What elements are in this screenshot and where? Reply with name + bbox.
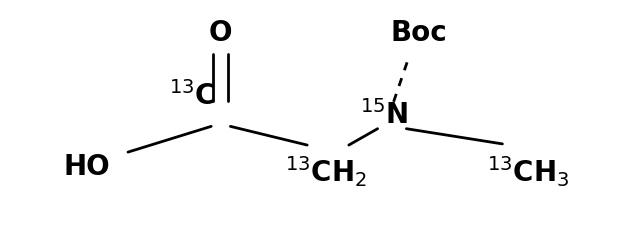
Text: $^{13}$CH$_2$: $^{13}$CH$_2$: [285, 155, 367, 189]
Text: $^{13}$C: $^{13}$C: [169, 81, 215, 111]
Text: Boc: Boc: [391, 19, 447, 47]
Text: $^{13}$CH$_3$: $^{13}$CH$_3$: [487, 155, 569, 189]
Text: HO: HO: [63, 153, 109, 181]
Text: $^{15}$N: $^{15}$N: [360, 100, 408, 130]
Text: O: O: [209, 19, 232, 47]
